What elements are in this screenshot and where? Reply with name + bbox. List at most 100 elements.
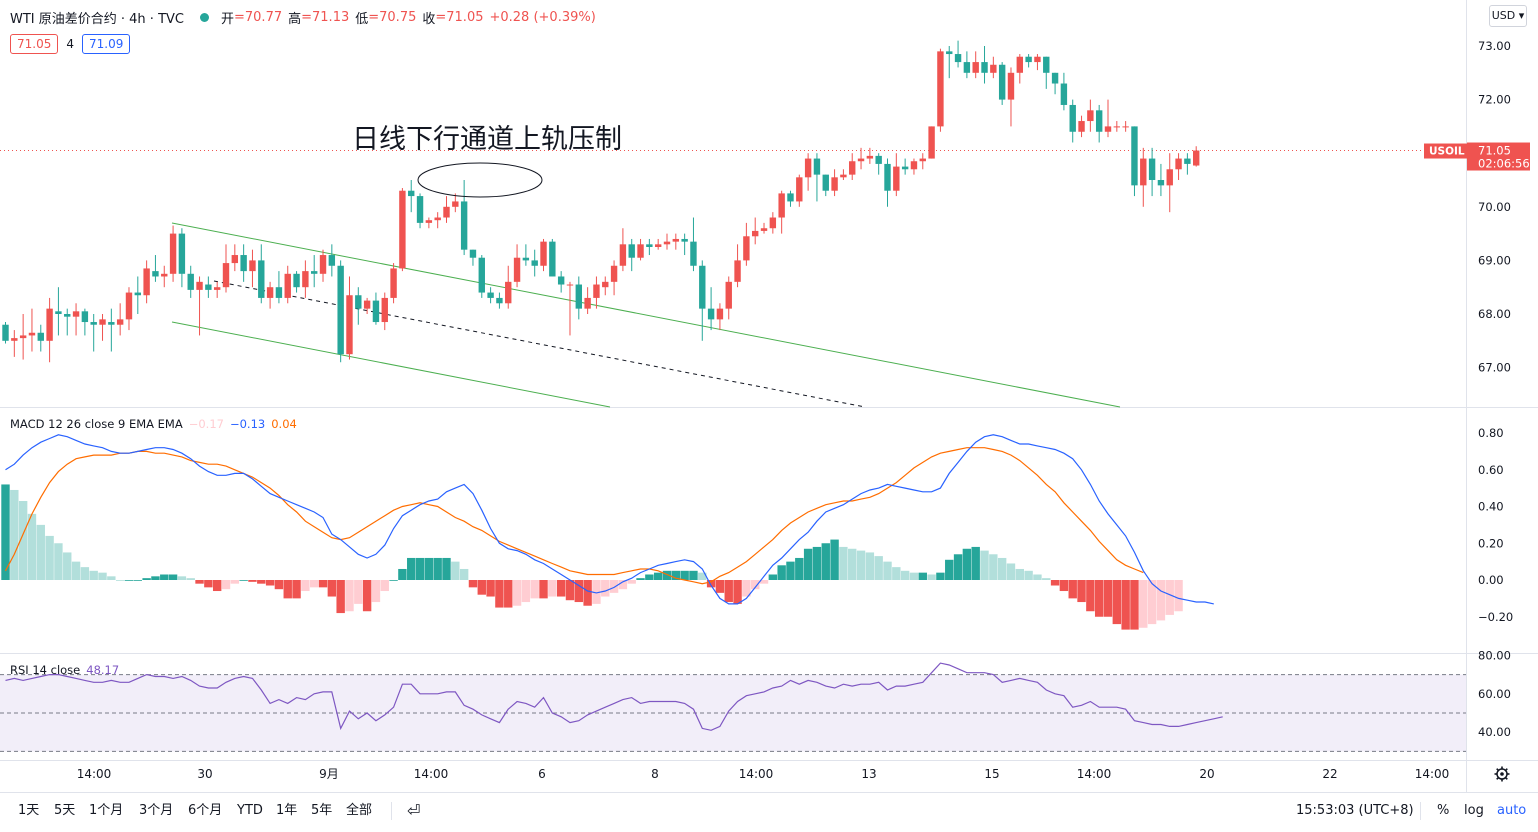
candle bbox=[116, 303, 124, 336]
candle-body bbox=[875, 155, 882, 164]
candle-body bbox=[1016, 56, 1023, 73]
gear-tooth bbox=[1496, 768, 1500, 772]
macd-title: MACD 12 26 close 9 EMA EMA bbox=[10, 417, 183, 431]
candle-body bbox=[452, 201, 459, 207]
macd-histogram-bar bbox=[927, 574, 936, 580]
range-6m-button[interactable]: 6个月 bbox=[188, 803, 223, 818]
candle bbox=[469, 249, 477, 266]
chart-canvas[interactable]: 73.00 72.00 70.00 69.00 68.00 67.00 日线下行通道上轨压制… bbox=[0, 0, 1538, 792]
candle bbox=[311, 255, 318, 288]
range-5y-button[interactable]: 5年 bbox=[311, 803, 333, 818]
auto-scale-toggle[interactable]: auto bbox=[1497, 803, 1527, 818]
candle-body bbox=[946, 51, 953, 55]
candle bbox=[857, 147, 865, 170]
range-ytd-button[interactable]: YTD bbox=[237, 803, 263, 818]
candle bbox=[743, 222, 750, 266]
macd-histogram-bar bbox=[318, 580, 328, 588]
macd-histogram-bar bbox=[186, 578, 195, 580]
candle bbox=[496, 292, 503, 309]
macd-legend[interactable]: MACD 12 26 close 9 EMA EMA −0.17 −0.13 0.04 bbox=[10, 417, 303, 431]
candle bbox=[460, 180, 468, 256]
settings-gear-icon[interactable] bbox=[1494, 766, 1510, 782]
candle-body bbox=[1060, 83, 1068, 105]
range-1y-button[interactable]: 1年 bbox=[276, 803, 298, 818]
macd-histogram-bar bbox=[80, 567, 90, 580]
candle-body bbox=[11, 338, 18, 341]
macd-histogram-bar bbox=[1006, 563, 1016, 580]
macd-histogram-bar bbox=[601, 580, 610, 597]
candle-body bbox=[1122, 126, 1129, 128]
candle-body bbox=[593, 284, 600, 298]
macd-histogram-bar bbox=[168, 574, 178, 580]
range-1d-button[interactable]: 1天 bbox=[18, 803, 40, 818]
candle-body bbox=[302, 271, 309, 288]
candle bbox=[37, 324, 44, 352]
macd-histogram-bar bbox=[821, 543, 830, 580]
candle-body bbox=[169, 233, 177, 274]
candle bbox=[187, 265, 194, 298]
macd-histogram-bar bbox=[1121, 580, 1130, 630]
currency-select[interactable]: USD ▾ bbox=[1489, 5, 1527, 27]
candle bbox=[1140, 147, 1147, 207]
candle-body bbox=[505, 281, 512, 304]
candle bbox=[134, 276, 141, 314]
candle bbox=[1051, 72, 1059, 95]
open-value: =70.77 bbox=[234, 9, 283, 25]
candle-body bbox=[372, 300, 380, 323]
candle-body bbox=[575, 284, 582, 309]
candle-body bbox=[610, 265, 618, 282]
macd-histogram-bar bbox=[442, 557, 451, 580]
candle-body bbox=[1113, 126, 1121, 128]
macd-histogram-bar bbox=[407, 557, 416, 580]
macd-histogram-bar bbox=[892, 567, 901, 580]
candle-body bbox=[813, 158, 821, 175]
ask-price-button[interactable]: 71.09 bbox=[82, 34, 131, 54]
candle-body bbox=[469, 249, 477, 258]
candle bbox=[434, 212, 441, 229]
go-to-date-icon[interactable]: ⏎ bbox=[407, 801, 421, 820]
candle bbox=[690, 217, 697, 272]
candle bbox=[1131, 126, 1138, 197]
clock-timezone[interactable]: 15:53:03 (UTC+8) bbox=[1296, 803, 1414, 818]
bid-price-button[interactable]: 71.05 bbox=[10, 34, 59, 54]
symbol-title[interactable]: WTI 原油差价合约 · 4h · TVC bbox=[10, 11, 184, 27]
macd-histogram-bar bbox=[459, 568, 469, 580]
candle-body bbox=[884, 163, 891, 191]
candle bbox=[734, 244, 741, 288]
candle-body bbox=[646, 244, 653, 247]
macd-histogram-bar bbox=[1103, 580, 1113, 617]
candle bbox=[663, 233, 671, 250]
candle bbox=[328, 244, 336, 277]
candle-body bbox=[231, 255, 239, 264]
candle bbox=[769, 212, 777, 234]
rsi-legend[interactable]: RSI 14 close 48.17 bbox=[10, 663, 125, 677]
macd-histogram-bar bbox=[786, 561, 795, 580]
candle-body bbox=[1095, 110, 1103, 132]
candle bbox=[381, 292, 388, 331]
log-scale-toggle[interactable]: log bbox=[1464, 803, 1484, 818]
rsi-value: 48.17 bbox=[86, 663, 120, 677]
candle-body bbox=[363, 300, 371, 309]
price-tick-label: 69.00 bbox=[1478, 253, 1511, 267]
range-1m-button[interactable]: 1个月 bbox=[89, 803, 124, 818]
macd-histogram-bar bbox=[1068, 580, 1077, 599]
candle-body bbox=[963, 62, 971, 73]
candle bbox=[813, 153, 821, 202]
candle bbox=[302, 260, 309, 298]
range-3m-button[interactable]: 3个月 bbox=[139, 803, 174, 818]
candle-body bbox=[910, 161, 918, 170]
candle-body bbox=[822, 174, 829, 191]
macd-histogram-bar bbox=[362, 580, 372, 612]
candle-body bbox=[787, 193, 794, 202]
candle-body bbox=[249, 260, 256, 272]
candle bbox=[1175, 153, 1182, 180]
candle bbox=[108, 308, 115, 352]
rsi-tick-label: 80.00 bbox=[1478, 648, 1511, 662]
candle-body bbox=[752, 230, 759, 237]
percent-scale-toggle[interactable]: % bbox=[1437, 803, 1450, 818]
range-all-button[interactable]: 全部 bbox=[346, 803, 373, 818]
macd-histogram-bar bbox=[177, 576, 187, 580]
range-5d-button[interactable]: 5天 bbox=[54, 803, 76, 818]
candle bbox=[531, 249, 538, 277]
candle bbox=[284, 265, 291, 304]
